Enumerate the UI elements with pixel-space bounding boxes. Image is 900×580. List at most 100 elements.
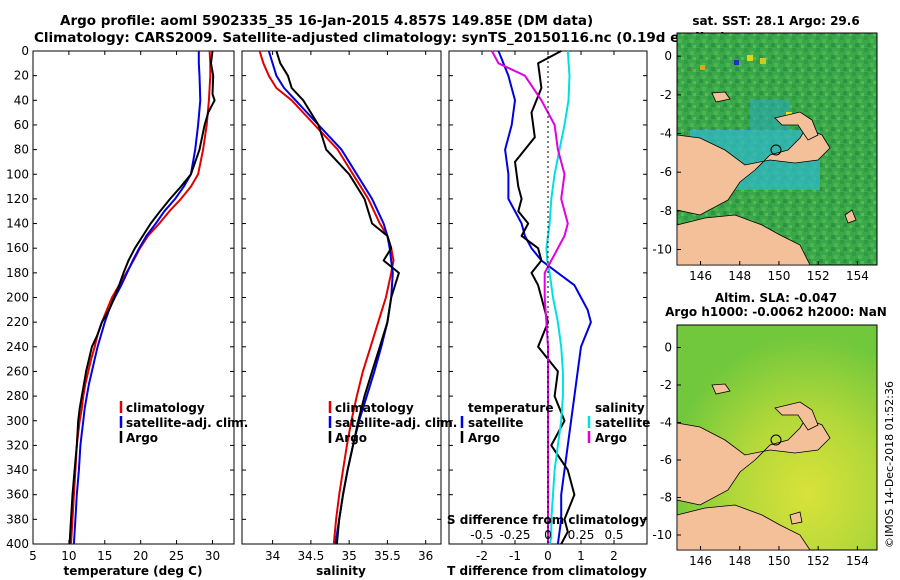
map-y-tick-label: -4 (660, 127, 672, 141)
sla-map-axes: 146 148 150 152 154 0 -2 -4 -6 -8 -10 (652, 341, 868, 569)
legend-title-salinity: salinity (595, 401, 645, 415)
header-line-2: Climatology: CARS2009. Satellite-adjuste… (34, 30, 726, 46)
depth-tick-label: 180 (6, 266, 29, 280)
x-tick-label: 35 (342, 549, 357, 563)
map-y-tick-label: -10 (652, 528, 672, 542)
map-x-tick-label: 154 (846, 554, 869, 568)
map-y-tick-label: 0 (664, 341, 672, 355)
sla-land-islands (711, 383, 803, 525)
map-y-tick-label: -6 (660, 453, 672, 467)
map-y-tick-label: -8 (660, 491, 672, 505)
s-tick-label: -0.5 (470, 528, 493, 542)
difference-chart: -2 -1 0 1 2 -0.5 -0.25 0 0.25 0.5 (449, 50, 647, 563)
map-x-tick-label: 148 (728, 554, 751, 568)
x-tick-label: 1 (577, 549, 585, 563)
depth-tick-label: 360 (6, 488, 29, 502)
series-line-argo (275, 50, 400, 545)
temperature-x-label: temperature (deg C) (64, 564, 203, 578)
depth-tick-label: 80 (14, 143, 29, 157)
x-tick-label: 34.5 (298, 549, 325, 563)
map-x-tick-label: 150 (768, 269, 791, 283)
legend-label-climatology: climatology (126, 401, 205, 415)
sst-map-title: sat. SST: 28.1 Argo: 29.6 (692, 14, 859, 28)
legend-label-t-argo: Argo (468, 431, 500, 445)
legend-label-satellite: satellite-adj. clim. (335, 416, 457, 430)
map-y-tick-label: -2 (660, 88, 672, 102)
timestamp-stamp: ©IMOS 14-Dec-2018 01:52:36 (883, 381, 896, 548)
sla-map: 146 148 150 152 154 0 -2 -4 -6 -8 -10 (652, 324, 878, 569)
map-x-tick-label: 152 (807, 269, 830, 283)
x-tick-label: 5 (29, 549, 37, 563)
depth-tick-label: 40 (14, 93, 29, 107)
temperature-panel-frame (32, 50, 235, 545)
depth-tick-label: 60 (14, 118, 29, 132)
sst-warm-pixel (700, 65, 705, 70)
series-line-s-satellite (545, 50, 571, 545)
difference-legend: temperature satellite Argo salinity sate… (460, 401, 650, 445)
map-y-tick-label: 0 (664, 49, 672, 63)
depth-tick-label: 260 (6, 364, 29, 378)
legend-title-temperature: temperature (468, 401, 553, 415)
x-tick-label: -2 (476, 549, 488, 563)
x-tick-label: 2 (610, 549, 618, 563)
sst-land-new-britain (774, 111, 819, 141)
salinity-chart: 34 34.5 35 35.5 36 (242, 50, 441, 563)
sst-land-islands (711, 91, 857, 224)
argo-location-marker (770, 144, 782, 156)
series-line-climatology (258, 50, 395, 545)
series-line-t-satellite (497, 50, 592, 545)
legend-label-s-argo: Argo (595, 431, 627, 445)
legend-label-t-satellite: satellite (468, 416, 523, 430)
depth-tick-label: 220 (6, 315, 29, 329)
depth-tick-label: 340 (6, 463, 29, 477)
salinity-panel-frame (241, 50, 442, 545)
map-x-tick-label: 154 (846, 269, 869, 283)
difference-s-label: S difference from climatology (447, 513, 647, 527)
sst-warm-pixel (760, 58, 766, 64)
map-y-tick-label: -6 (660, 165, 672, 179)
depth-axis: 0 20 40 60 80 100 120 140 160 180 200 220 240 260 280 3… (6, 44, 29, 551)
series-line-t-argo (514, 50, 576, 545)
legend-label-satellite: satellite-adj. clim. (126, 416, 248, 430)
sla-land-new-britain (774, 401, 819, 431)
map-x-tick-label: 148 (728, 269, 751, 283)
depth-tick-label: 400 (6, 537, 29, 551)
temperature-legend: climatology satellite-adj. clim. Argo (119, 401, 248, 445)
depth-tick-label: 160 (6, 241, 29, 255)
depth-tick-label: 200 (6, 291, 29, 305)
x-tick-label: 34 (265, 549, 280, 563)
temperature-chart: 5 10 15 20 25 30 (29, 50, 234, 563)
x-tick-label: 36 (418, 549, 433, 563)
depth-tick-label: 20 (14, 69, 29, 83)
depth-tick-label: 120 (6, 192, 29, 206)
depth-tick-label: 280 (6, 389, 29, 403)
depth-tick-label: 300 (6, 414, 29, 428)
salinity-legend: climatology satellite-adj. clim. Argo (328, 401, 457, 445)
x-tick-label: 35.5 (374, 549, 401, 563)
depth-tick-label: 100 (6, 167, 29, 181)
s-tick-label: -0.25 (499, 528, 530, 542)
difference-x-label: T difference from climatology (447, 564, 647, 578)
legend-label-argo: Argo (335, 431, 367, 445)
header-line-1: Argo profile: aoml 5902335_35 16-Jan-201… (60, 13, 593, 29)
depth-tick-label: 0 (21, 44, 29, 58)
sla-land-south (676, 504, 811, 551)
x-tick-label: 15 (97, 549, 112, 563)
depth-tick-label: 380 (6, 512, 29, 526)
map-x-tick-label: 146 (689, 554, 712, 568)
argo-location-marker (770, 434, 782, 446)
sla-map-title-2: Argo h1000: -0.0062 h2000: NaN (665, 305, 887, 319)
x-tick-label: -1 (509, 549, 521, 563)
sst-warm-pixel (747, 55, 753, 61)
salinity-x-label: salinity (316, 564, 366, 578)
s-tick-label: 0.25 (568, 528, 595, 542)
map-x-tick-label: 150 (768, 554, 791, 568)
sst-cool-patch (750, 100, 790, 130)
sla-map-title-1: Altim. SLA: -0.047 (715, 291, 837, 305)
map-x-tick-label: 146 (689, 269, 712, 283)
series-line-s-argo (491, 50, 569, 544)
sst-cold-pixel (734, 60, 739, 65)
series-line-argo (68, 50, 216, 545)
s-tick-label: 0 (544, 528, 552, 542)
depth-tick-label: 140 (6, 217, 29, 231)
